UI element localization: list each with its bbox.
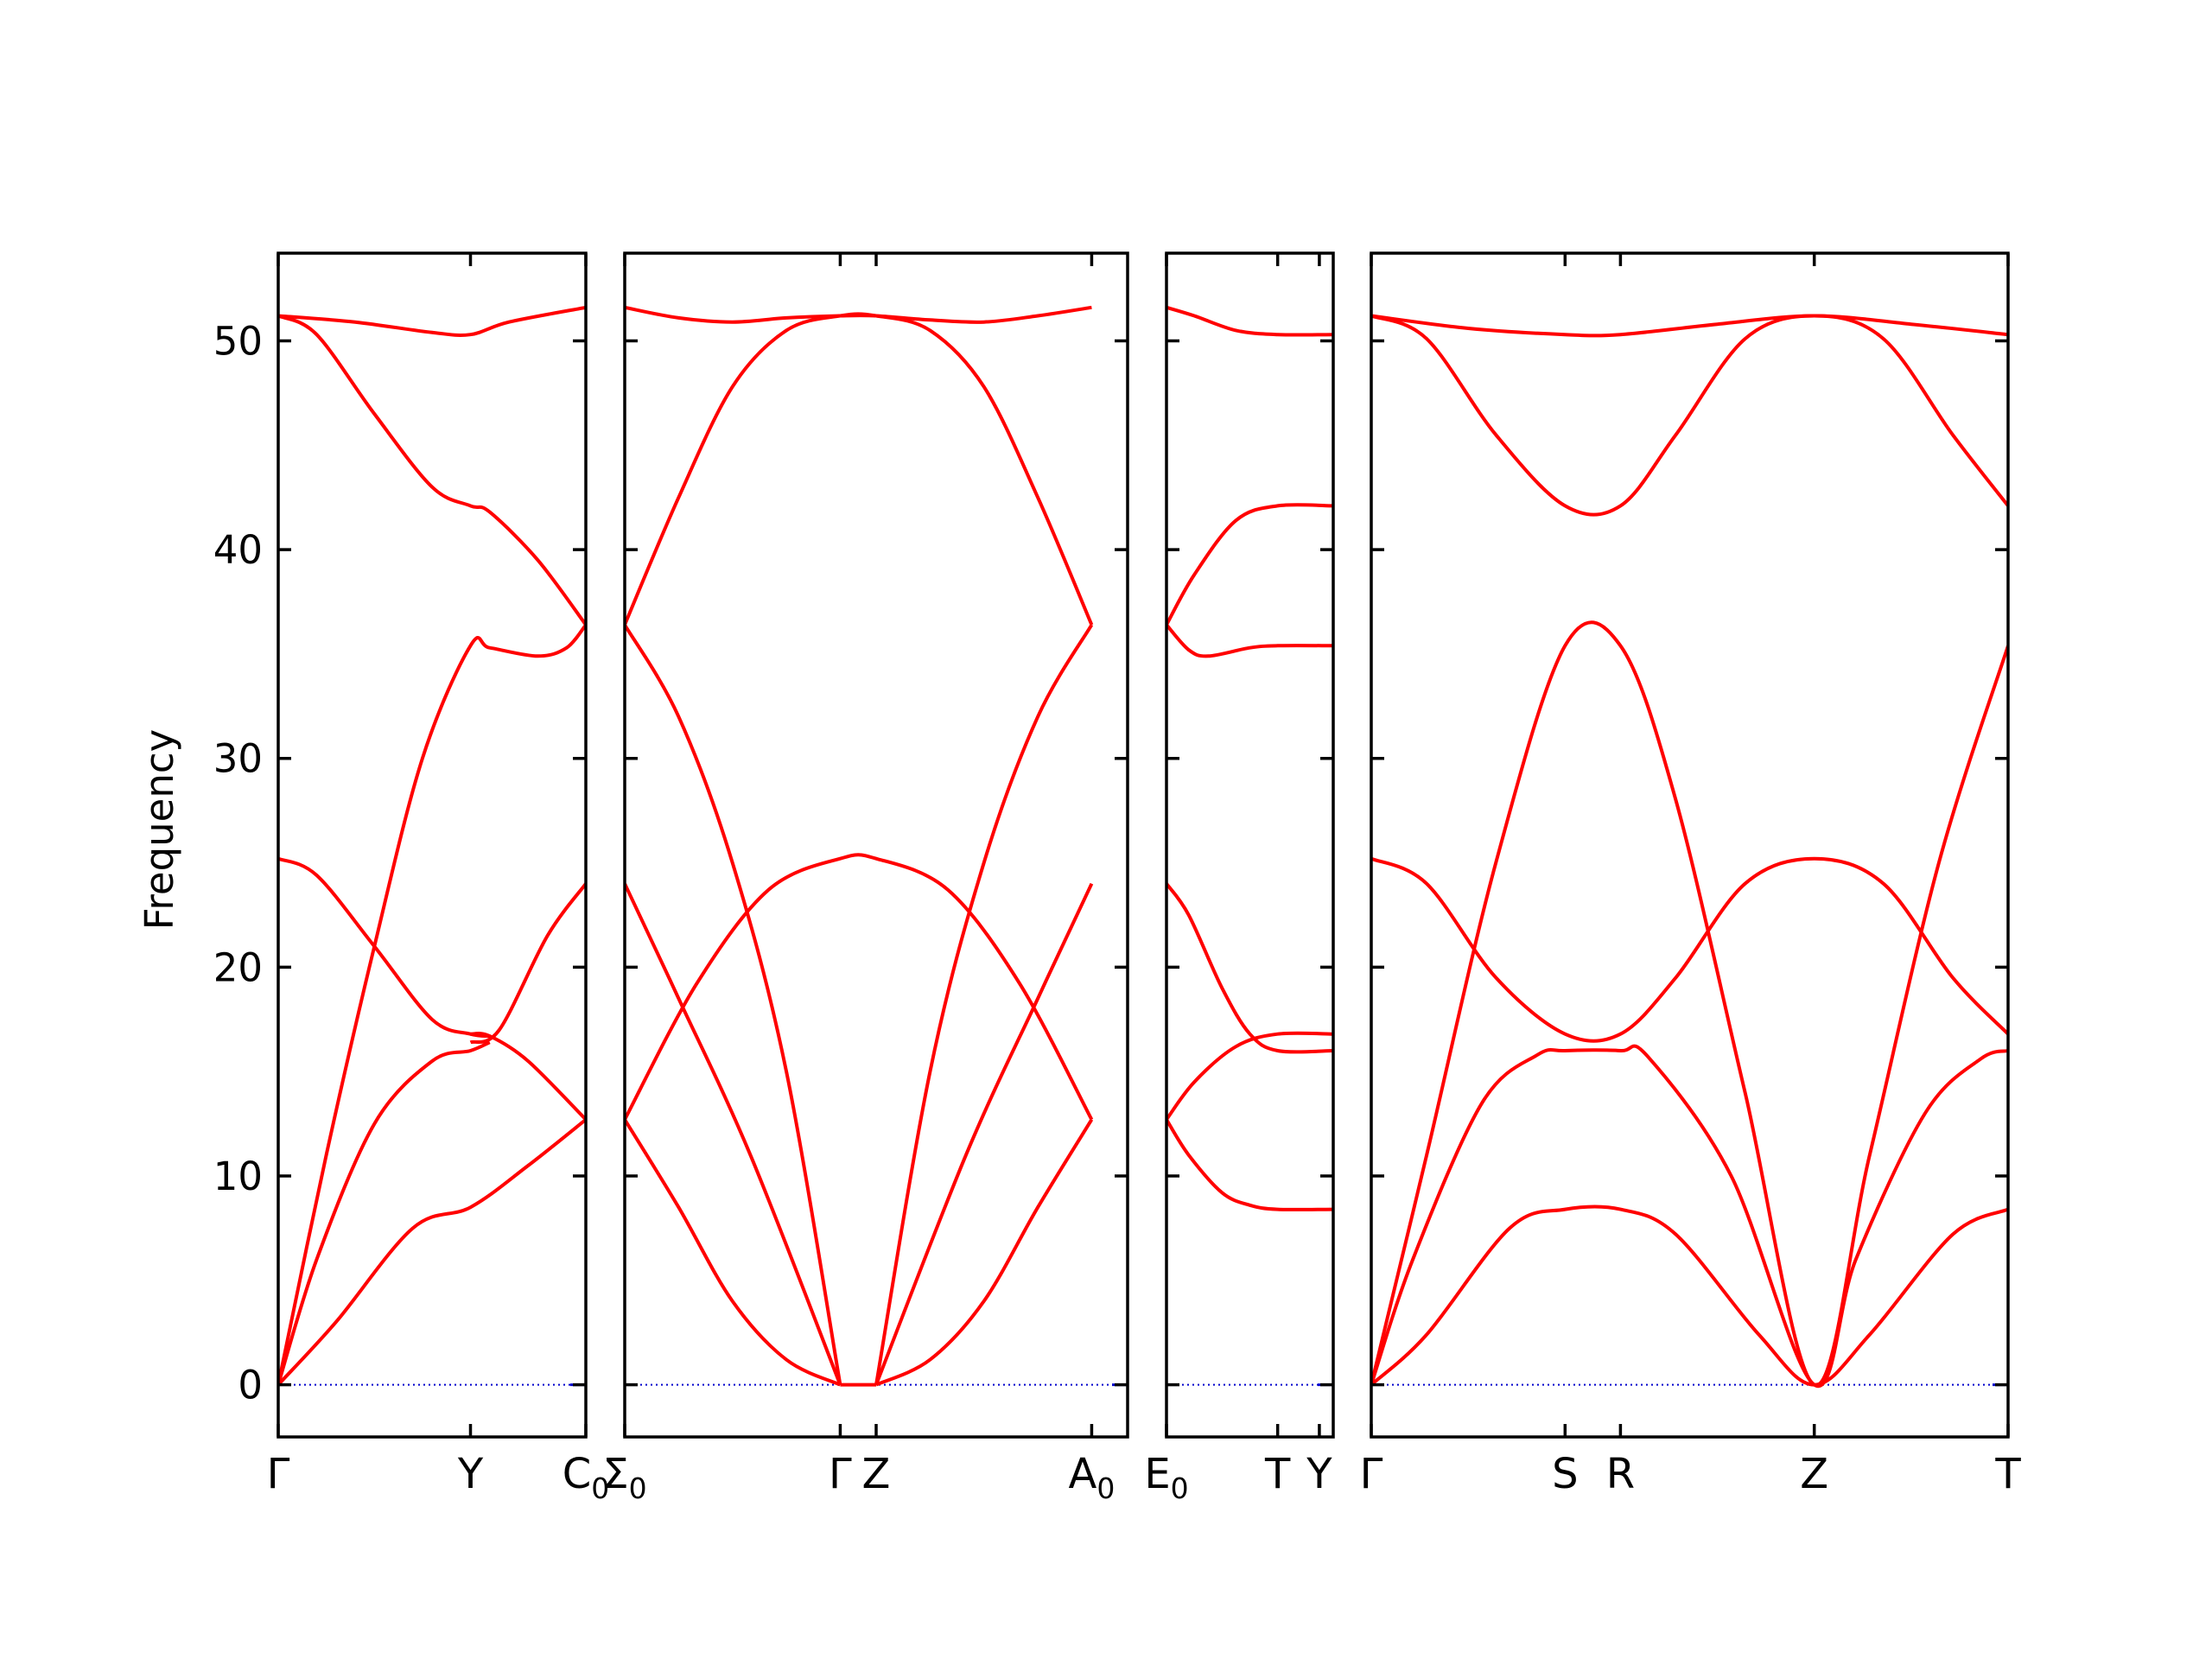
panel-2-band-1 (625, 882, 842, 1386)
panel-3-band-3 (1166, 623, 1333, 658)
panel-2-bands (625, 305, 1094, 1387)
panel-1-band-1 (278, 1040, 491, 1386)
q-point-label: Z (862, 1450, 891, 1498)
panel-1-band-3 (278, 623, 586, 1386)
panel-3-band-4 (1166, 503, 1333, 626)
q-point-label: Y (1306, 1450, 1332, 1498)
panel-3-band-0 (1166, 1118, 1333, 1211)
panel-1-band-7 (278, 305, 586, 338)
y-axis-label: Frequency (137, 729, 182, 930)
panel-2-band-7 (875, 1118, 1094, 1387)
q-point-label: Γ (1360, 1450, 1383, 1498)
q-point-label: Y (457, 1450, 484, 1498)
panel-3-bands (1166, 305, 1333, 1211)
panel-3-band-1 (1166, 1031, 1333, 1121)
q-point-label: Γ (267, 1450, 290, 1498)
panel-2-band-9 (874, 624, 1094, 1385)
q-point-label: R (1606, 1450, 1635, 1498)
panel-1-frame (276, 251, 588, 1439)
panel-4-band-1 (1371, 1044, 2008, 1389)
panel-4-frame (1370, 251, 2010, 1439)
q-point-label-sub: 0 (1096, 1471, 1115, 1505)
y-tick-label: 10 (213, 1154, 263, 1199)
y-tick-label: 50 (213, 318, 263, 364)
panel-4-band-5 (1371, 314, 2008, 338)
q-point-label: T (1994, 1450, 2021, 1498)
q-point-label: E0 (1144, 1450, 1188, 1505)
panel-3-frame (1165, 251, 1335, 1439)
panel-4-band-0 (1371, 1205, 2008, 1387)
panel-3: E0 T Y (1144, 251, 1335, 1505)
panel-1-band-0 (278, 1118, 586, 1386)
panel-2-band-4 (625, 312, 1094, 626)
panel-2-band-2 (625, 624, 842, 1385)
panel-2-band-3 (625, 853, 1094, 1121)
panel-4-band-3 (1371, 620, 2008, 1387)
y-tick-label: 20 (213, 944, 263, 990)
panel-1-band-5 (469, 882, 586, 1045)
panel-1-band-6 (278, 314, 586, 626)
panel-3-band-5 (1166, 305, 1333, 337)
panel-2-band-8 (874, 882, 1094, 1386)
y-tick-label: 30 (213, 736, 263, 782)
q-point-label-sub: 0 (1171, 1471, 1189, 1505)
panel-4-band-2 (1371, 856, 2008, 1043)
panel-4-band-4 (1371, 314, 2008, 517)
q-point-label: Γ (829, 1450, 852, 1498)
q-point-label-sub: 0 (629, 1471, 647, 1505)
q-point-label: S (1552, 1450, 1578, 1498)
q-point-label: T (1264, 1450, 1291, 1498)
q-point-label-sub: 0 (591, 1471, 609, 1505)
panel-1-band-4 (278, 856, 491, 1039)
y-tick-label: 40 (213, 527, 263, 573)
y-tick-label: 0 (238, 1363, 263, 1408)
q-point-label: Z (1800, 1450, 1828, 1498)
panel-1-band-2 (470, 1032, 586, 1122)
panel-3-band-2 (1166, 882, 1333, 1054)
q-point-label: A0 (1069, 1450, 1116, 1505)
panel-1-bands (278, 305, 586, 1386)
panel-2-band-5 (625, 305, 1092, 324)
panel-2: Σ0 Γ Z A0 (602, 251, 1129, 1505)
q-point-label: Σ0 (602, 1450, 646, 1505)
panel-2-band-0 (625, 1118, 842, 1387)
panel-4-bands (1371, 314, 2008, 1389)
panel-2-frame (623, 251, 1129, 1439)
